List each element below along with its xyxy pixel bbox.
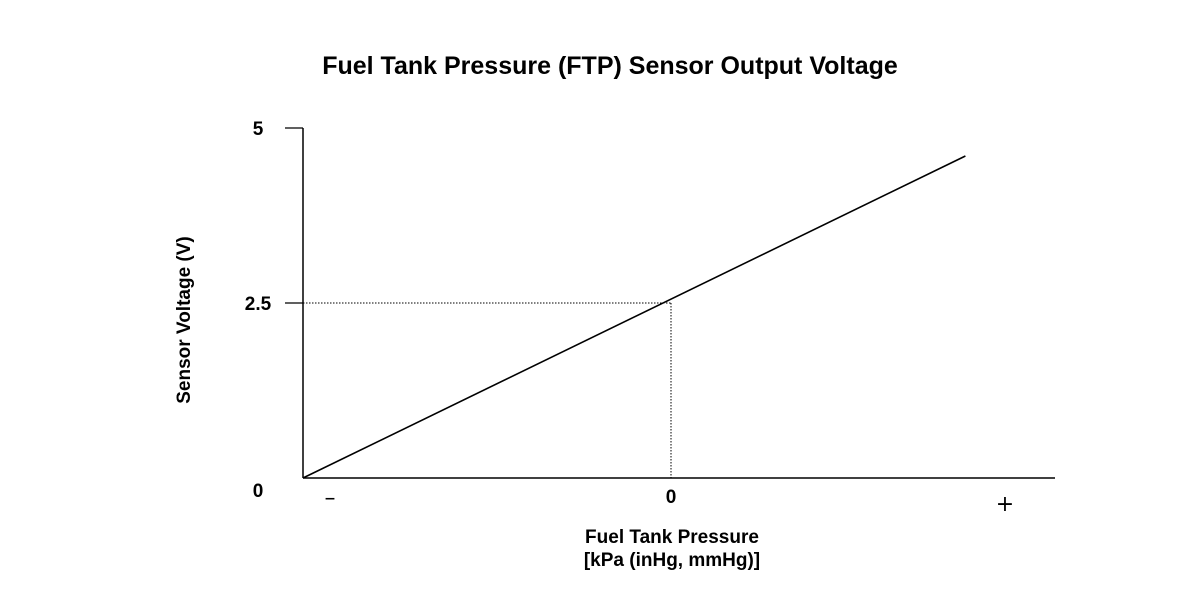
reference-guides — [285, 302, 672, 478]
y-tick-label-0: 0 — [253, 481, 264, 502]
axes — [302, 128, 1055, 479]
series-layer — [302, 155, 966, 479]
x-axis-label-line-2: [kPa (inHg, mmHg)] — [584, 550, 760, 571]
x-tick-label-1: 0 — [666, 487, 677, 508]
x-tick-label-2: + — [996, 492, 1014, 517]
y-tick-label-1: 2.5 — [245, 294, 272, 315]
chart-title: Fuel Tank Pressure (FTP) Sensor Output V… — [322, 52, 898, 80]
y-axis-label: Sensor Voltage (V) — [174, 236, 195, 404]
x-tick-label-0: – — [325, 486, 336, 511]
ticks: 0 2.5 5 – 0 + — [245, 119, 1014, 517]
x-axis-label-line-1: Fuel Tank Pressure — [585, 527, 759, 548]
series-line-0 — [302, 155, 966, 479]
y-tick-label-2: 5 — [253, 119, 264, 140]
